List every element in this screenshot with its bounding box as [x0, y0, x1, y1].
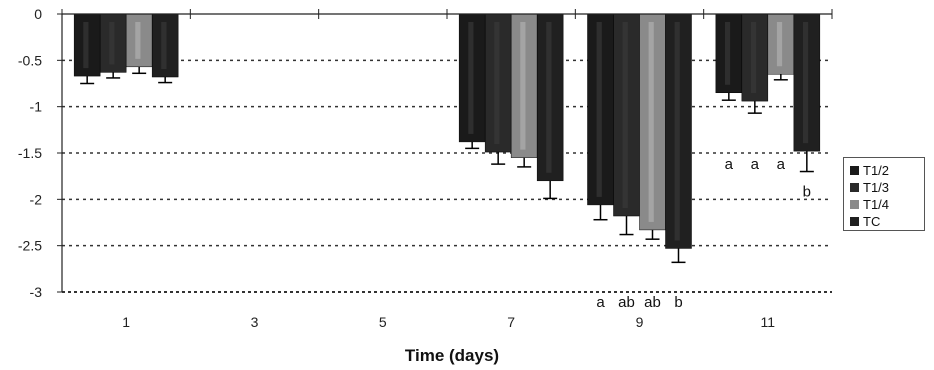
legend-label: T1/2	[863, 162, 890, 178]
x-tick-label: 11	[761, 314, 776, 330]
bar-texture	[494, 22, 500, 145]
y-tick-label: -0.5	[18, 52, 42, 68]
y-tick-label: 0	[34, 6, 42, 22]
legend-label: T1/3	[863, 179, 890, 195]
bar-texture	[622, 22, 628, 209]
y-tick-label: -1	[30, 99, 43, 115]
legend-swatch	[850, 182, 859, 192]
bar-texture	[83, 22, 89, 69]
bar-texture	[109, 22, 115, 65]
bar-texture	[802, 22, 809, 144]
y-tick-label: -2	[30, 191, 43, 207]
x-tick-label: 9	[636, 314, 644, 330]
x-tick-label: 7	[507, 314, 515, 330]
legend-swatch	[850, 165, 859, 175]
gridlines	[62, 59, 832, 247]
bar-texture	[520, 22, 526, 150]
labels: 0-0.5-1-1.5-2-2.5-31 3 5 7 9 11a ab ab ba a ab	[18, 6, 811, 330]
bar-texture	[776, 22, 783, 67]
legend-item: T1/2	[850, 162, 889, 178]
bar-texture	[750, 22, 757, 94]
x-tick-label: 3	[251, 314, 259, 330]
bar-texture	[674, 22, 680, 241]
bar-texture	[546, 22, 552, 173]
legend-swatch	[850, 199, 859, 209]
legend-item: T1/3	[850, 179, 889, 195]
legend-item: T1/4	[850, 196, 889, 212]
y-tick-label: -1.5	[18, 145, 42, 161]
y-tick-label: -2.5	[18, 238, 42, 254]
legend-label: TC	[863, 213, 881, 229]
legend-item: TC	[850, 213, 880, 229]
significance-label: ab	[644, 294, 661, 311]
y-tick-label: -3	[30, 284, 43, 300]
significance-label: a	[725, 156, 734, 173]
bar-texture	[648, 22, 654, 222]
significance-label: a	[777, 156, 786, 173]
significance-label: a	[596, 294, 605, 311]
significance-label: b	[803, 184, 811, 201]
axes	[57, 9, 833, 293]
bar-texture	[724, 22, 731, 85]
bar-texture	[596, 22, 602, 197]
x-tick-label: 5	[379, 314, 387, 330]
bar-texture	[468, 22, 474, 134]
x-tick-label: 1	[122, 314, 130, 330]
legend: T1/2 T1/3 T1/4 TC	[843, 157, 925, 231]
bar-texture	[161, 22, 167, 70]
significance-label: a	[751, 156, 760, 173]
significance-label: ab	[618, 294, 635, 311]
x-axis-title: Time (days)	[405, 346, 499, 365]
significance-label: b	[674, 294, 682, 311]
legend-swatch	[850, 216, 859, 226]
bars	[73, 13, 821, 264]
bar-texture	[135, 22, 141, 59]
legend-label: T1/4	[863, 196, 890, 212]
